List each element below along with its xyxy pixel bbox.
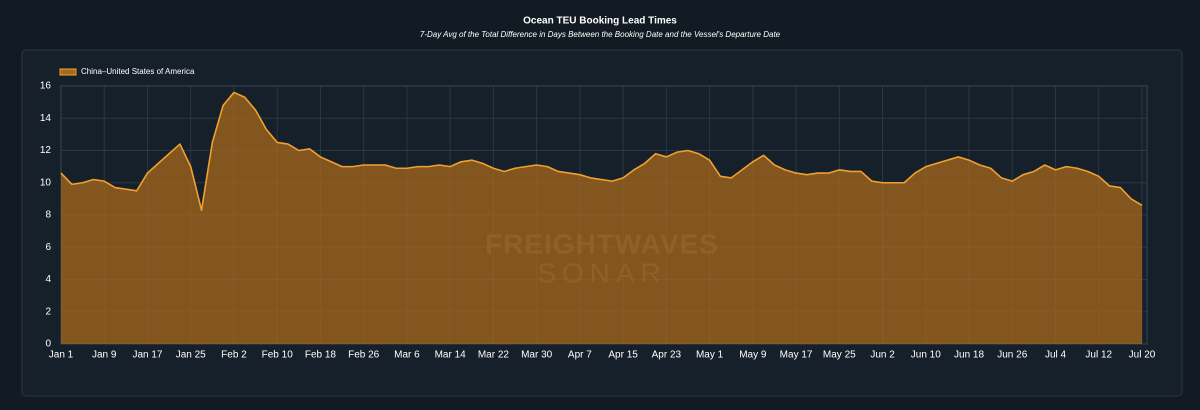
x-tick-label: Apr 15 — [608, 350, 638, 361]
x-tick-label: Feb 18 — [305, 350, 337, 361]
chart-subtitle: 7-Day Avg of the Total Difference in Day… — [420, 30, 781, 39]
y-tick-label: 10 — [40, 177, 52, 188]
y-tick-label: 14 — [40, 113, 52, 124]
x-tick-label: Mar 30 — [521, 350, 553, 361]
y-tick-label: 12 — [40, 145, 52, 156]
x-tick-label: May 9 — [739, 350, 767, 361]
y-tick-label: 8 — [45, 210, 51, 221]
x-tick-label: Jan 1 — [49, 350, 74, 361]
area — [61, 92, 1142, 344]
line — [60, 91, 1143, 211]
chart-title: Ocean TEU Booking Lead Times — [523, 16, 677, 27]
x-tick-label: Jul 20 — [1129, 350, 1156, 361]
y-tick-label: 2 — [45, 306, 51, 317]
x-tick-label: Feb 2 — [221, 350, 247, 361]
y-tick-label: 4 — [45, 274, 51, 285]
x-tick-label: Jul 4 — [1045, 350, 1067, 361]
x-tick-label: Jan 9 — [92, 350, 117, 361]
x-tick-label: Jan 17 — [132, 350, 162, 361]
x-tick-label: Mar 22 — [478, 350, 510, 361]
x-tick-label: Jun 18 — [954, 350, 984, 361]
x-tick-label: Jan 25 — [176, 350, 206, 361]
y-tick-label: 16 — [40, 81, 52, 92]
x-tick-label: Feb 10 — [262, 350, 294, 361]
x-tick-label: May 25 — [823, 350, 856, 361]
x-tick-label: Jul 12 — [1085, 350, 1112, 361]
x-tick-label: Jun 2 — [870, 350, 895, 361]
x-tick-label: Jun 26 — [997, 350, 1027, 361]
x-tick-label: Mar 14 — [435, 350, 467, 361]
x-tick-label: Mar 6 — [394, 350, 420, 361]
x-tick-label: Apr 23 — [652, 350, 682, 361]
x-tick-label: May 17 — [780, 350, 813, 361]
y-tick-label: 6 — [45, 242, 51, 253]
x-tick-label: Feb 26 — [348, 350, 380, 361]
legend-swatch — [59, 68, 77, 76]
x-tick-label: May 1 — [696, 350, 724, 361]
x-tick-label: Apr 7 — [568, 350, 592, 361]
y-tick-label: 0 — [45, 339, 51, 350]
legend-label: China–United States of America — [81, 67, 195, 76]
x-tick-label: Jun 10 — [911, 350, 941, 361]
